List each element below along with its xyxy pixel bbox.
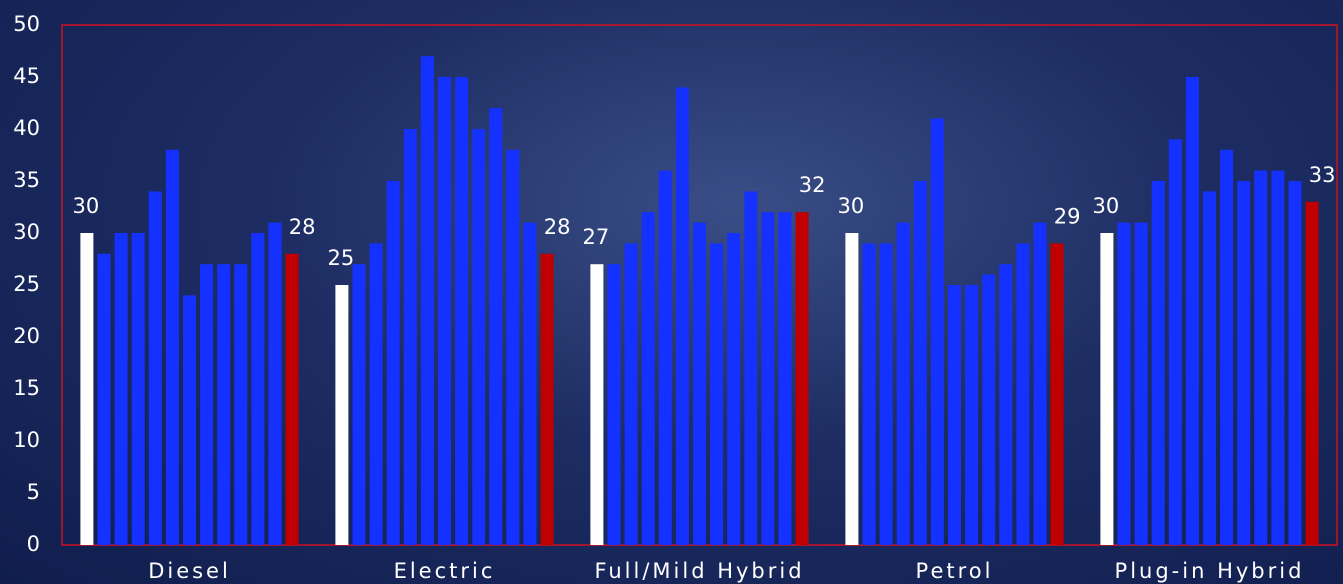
bar	[913, 181, 927, 545]
bar	[455, 77, 469, 545]
bar	[131, 233, 145, 545]
bar	[200, 264, 214, 545]
bar	[386, 181, 400, 545]
bar	[1271, 170, 1285, 545]
bar	[1117, 222, 1131, 545]
bar	[234, 264, 248, 545]
y-tick-label: 40	[13, 116, 40, 140]
bar	[965, 285, 979, 545]
bar	[590, 264, 604, 545]
data-label: 33	[1309, 163, 1336, 187]
bar	[1100, 233, 1114, 545]
bar	[1220, 149, 1234, 546]
bar	[761, 212, 775, 545]
bar	[845, 233, 859, 545]
bar	[1033, 222, 1047, 545]
bar	[930, 118, 944, 545]
bar	[165, 149, 179, 546]
bar	[1305, 201, 1319, 546]
x-tick-label: Plug-in Hybrid	[1115, 559, 1305, 583]
bar	[778, 212, 792, 545]
bar	[506, 149, 520, 546]
bar	[879, 243, 893, 545]
bar	[285, 253, 299, 546]
data-label: 30	[1093, 194, 1120, 218]
bar	[335, 285, 349, 545]
bar	[1151, 181, 1165, 545]
data-label: 30	[73, 194, 100, 218]
bar	[607, 264, 621, 545]
y-tick-label: 35	[13, 168, 40, 192]
bar	[710, 243, 724, 545]
bar	[472, 129, 486, 545]
data-label: 28	[289, 215, 316, 239]
bar	[217, 264, 231, 545]
bar	[1288, 181, 1302, 545]
bar	[658, 170, 672, 545]
bar	[251, 233, 265, 545]
bar	[744, 191, 758, 545]
x-tick-label: Electric	[394, 559, 496, 583]
bar	[268, 222, 282, 545]
bar	[420, 56, 434, 545]
y-tick-label: 50	[13, 12, 40, 36]
y-tick-label: 25	[13, 272, 40, 296]
y-tick-label: 0	[27, 532, 40, 556]
bar	[999, 264, 1013, 545]
bar	[641, 212, 655, 545]
bar	[1237, 181, 1251, 545]
bar	[97, 253, 111, 546]
bar	[148, 191, 162, 545]
bar	[982, 274, 996, 545]
bar	[540, 253, 554, 546]
y-tick-label: 30	[13, 220, 40, 244]
bar	[403, 129, 417, 545]
data-label: 27	[583, 225, 610, 249]
bar	[1185, 77, 1199, 545]
bar	[1168, 139, 1182, 545]
bar	[795, 212, 809, 545]
bar	[438, 77, 451, 545]
bar	[80, 233, 94, 545]
bar	[489, 108, 503, 545]
bar	[183, 295, 196, 545]
y-tick-label: 10	[13, 428, 40, 452]
bar	[1016, 243, 1030, 545]
x-tick-label: Full/Mild Hybrid	[594, 559, 804, 583]
x-tick-label: Petrol	[916, 559, 994, 583]
bar	[948, 285, 961, 545]
bar	[1203, 191, 1216, 545]
y-tick-label: 15	[13, 376, 40, 400]
bar	[862, 243, 876, 545]
bar	[523, 222, 537, 545]
bar	[352, 264, 366, 545]
data-label: 32	[799, 173, 826, 197]
data-label: 28	[544, 215, 571, 239]
bar	[624, 243, 638, 545]
bar	[675, 87, 689, 546]
data-label: 30	[838, 194, 865, 218]
y-tick-label: 5	[27, 480, 40, 504]
bar	[1254, 170, 1268, 545]
bar	[693, 222, 706, 545]
bar	[369, 243, 383, 545]
data-label: 29	[1054, 204, 1081, 228]
bar	[1050, 243, 1064, 545]
bar	[114, 233, 128, 545]
bar	[896, 222, 910, 545]
y-tick-label: 45	[13, 64, 40, 88]
bar	[727, 233, 741, 545]
data-label: 25	[328, 246, 355, 270]
x-tick-label: Diesel	[148, 559, 231, 583]
bar	[1134, 222, 1148, 545]
y-tick-label: 20	[13, 324, 40, 348]
